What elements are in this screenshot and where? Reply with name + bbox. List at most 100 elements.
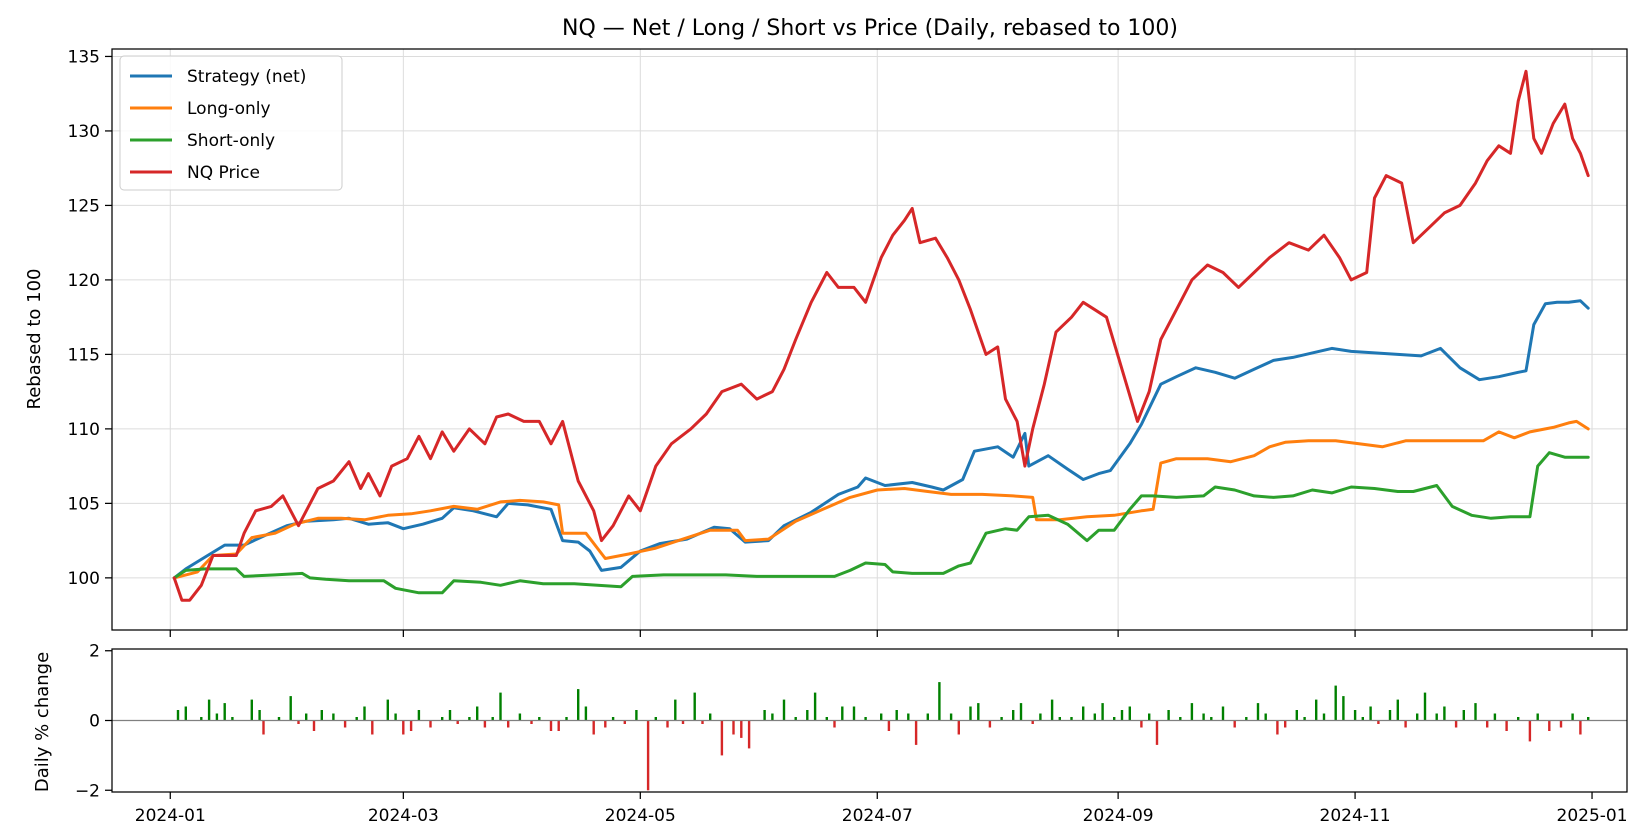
daily-change-bar bbox=[448, 710, 452, 721]
daily-change-bar bbox=[499, 692, 502, 721]
daily-change-bar bbox=[1587, 717, 1590, 721]
daily-change-bar bbox=[538, 717, 541, 721]
daily-change-bar bbox=[988, 720, 992, 728]
daily-change-bar bbox=[394, 713, 397, 721]
daily-change-bar bbox=[895, 710, 898, 721]
daily-change-bar bbox=[1210, 717, 1213, 721]
series-line-short-only bbox=[172, 451, 1590, 595]
daily-change-bar bbox=[1571, 713, 1574, 721]
daily-change-bar bbox=[429, 720, 432, 728]
daily-change-bar bbox=[549, 720, 553, 731]
daily-change-bar bbox=[402, 720, 405, 735]
sub-y-tick-label: 2 bbox=[89, 642, 100, 662]
daily-change-bar bbox=[262, 720, 265, 735]
daily-change-bar bbox=[1155, 720, 1159, 745]
legend-label-nq-price: NQ Price bbox=[187, 163, 260, 183]
sub-axes: 2024-01 2024-03 2024-05 2024-07 2024-09 2024-… bbox=[75, 642, 1628, 826]
daily-change-bar bbox=[646, 720, 650, 791]
chart-title: NQ — Net / Long / Short vs Price (Daily,… bbox=[562, 16, 1178, 41]
daily-change-bar bbox=[611, 717, 615, 721]
main-y-tick-label: 105 bbox=[68, 494, 100, 514]
daily-change-bar bbox=[833, 720, 836, 728]
daily-change-bar bbox=[666, 720, 669, 728]
daily-change-bar bbox=[926, 713, 929, 721]
daily-change-bar bbox=[1493, 713, 1497, 721]
daily-change-bar bbox=[681, 720, 685, 724]
daily-change-bar bbox=[1295, 710, 1298, 721]
daily-change-bar bbox=[604, 720, 607, 728]
daily-change-bar bbox=[813, 692, 817, 721]
sub-y-axis-label: Daily % change bbox=[32, 652, 53, 792]
daily-change-bar bbox=[483, 720, 487, 728]
x-tick-label: 2024-09 bbox=[1083, 806, 1154, 826]
daily-change-bar bbox=[476, 706, 479, 721]
daily-change-bar bbox=[312, 720, 316, 731]
daily-change-bar bbox=[363, 706, 366, 721]
daily-change-bar bbox=[1167, 710, 1170, 721]
daily-change-bar bbox=[1528, 720, 1532, 742]
daily-change-bar bbox=[1334, 685, 1337, 721]
daily-change-bar bbox=[1315, 699, 1318, 721]
legend-label-long-only: Long-only bbox=[187, 99, 271, 119]
main-axes: 100 105 110 115 120 125 130 135 bbox=[68, 47, 1593, 637]
legend-box bbox=[119, 55, 343, 191]
daily-change-bar bbox=[1031, 720, 1034, 724]
daily-change-bar bbox=[1256, 703, 1260, 721]
daily-change-bar bbox=[887, 720, 891, 731]
daily-change-bar bbox=[1179, 717, 1182, 721]
main-y-tick-label: 100 bbox=[68, 569, 100, 589]
daily-change-bar bbox=[1276, 720, 1279, 735]
daily-change-bar bbox=[938, 682, 941, 721]
x-tick-label: 2024-11 bbox=[1320, 806, 1391, 826]
daily-change-bar bbox=[1579, 720, 1582, 735]
daily-change-bar bbox=[1000, 717, 1003, 721]
daily-change-bar bbox=[1486, 720, 1489, 728]
daily-change-bar bbox=[1322, 713, 1326, 721]
main-y-tick-label: 115 bbox=[68, 345, 100, 365]
daily-change-bar bbox=[215, 713, 219, 721]
daily-change-bar bbox=[577, 689, 580, 721]
daily-change-bar bbox=[441, 717, 444, 721]
daily-change-bar bbox=[1548, 720, 1551, 731]
daily-change-bar bbox=[184, 706, 187, 721]
daily-change-bar bbox=[386, 699, 389, 721]
main-y-tick-label: 135 bbox=[68, 47, 100, 67]
daily-change-bar bbox=[852, 706, 856, 721]
daily-change-bar bbox=[693, 692, 696, 721]
daily-change-bar bbox=[176, 710, 180, 721]
series-line-nq-price bbox=[172, 69, 1590, 602]
daily-change-bar bbox=[1190, 703, 1194, 721]
daily-change-bar bbox=[332, 713, 335, 721]
daily-change-bar bbox=[763, 710, 766, 721]
daily-change-bar bbox=[864, 717, 867, 721]
daily-change-bar bbox=[701, 720, 704, 724]
daily-change-bar bbox=[914, 720, 918, 745]
daily-change-bar bbox=[907, 713, 910, 721]
daily-change-bar bbox=[297, 720, 300, 724]
daily-change-bar bbox=[1474, 703, 1477, 721]
daily-change-bar bbox=[732, 720, 735, 735]
daily-change-bar bbox=[1245, 717, 1248, 721]
legend: Strategy (net) Long-only Short-only NQ Pric… bbox=[119, 55, 343, 191]
daily-change-bar bbox=[1058, 717, 1061, 721]
daily-change-bar bbox=[623, 720, 626, 724]
daily-change-bar bbox=[1505, 720, 1508, 731]
daily-change-bar bbox=[1416, 713, 1419, 721]
daily-change-bar bbox=[1128, 706, 1131, 721]
sub-plot-frame bbox=[111, 648, 1628, 793]
daily-change-bar bbox=[518, 713, 522, 721]
daily-change-bar bbox=[654, 717, 657, 721]
daily-change-bar bbox=[584, 706, 588, 721]
daily-change-bar bbox=[456, 720, 459, 724]
daily-change-bar bbox=[417, 710, 421, 721]
daily-change-bar bbox=[289, 696, 292, 721]
daily-change-bar bbox=[1423, 692, 1427, 721]
daily-change-bar bbox=[1443, 706, 1446, 721]
daily-change-bar bbox=[1396, 699, 1399, 721]
series-line-long-only bbox=[172, 419, 1590, 580]
main-plot-frame bbox=[111, 48, 1628, 631]
daily-change-bar bbox=[1039, 713, 1042, 721]
daily-change-bar bbox=[231, 717, 234, 721]
daily-change-bar bbox=[740, 720, 743, 738]
daily-change-bar bbox=[977, 703, 980, 721]
